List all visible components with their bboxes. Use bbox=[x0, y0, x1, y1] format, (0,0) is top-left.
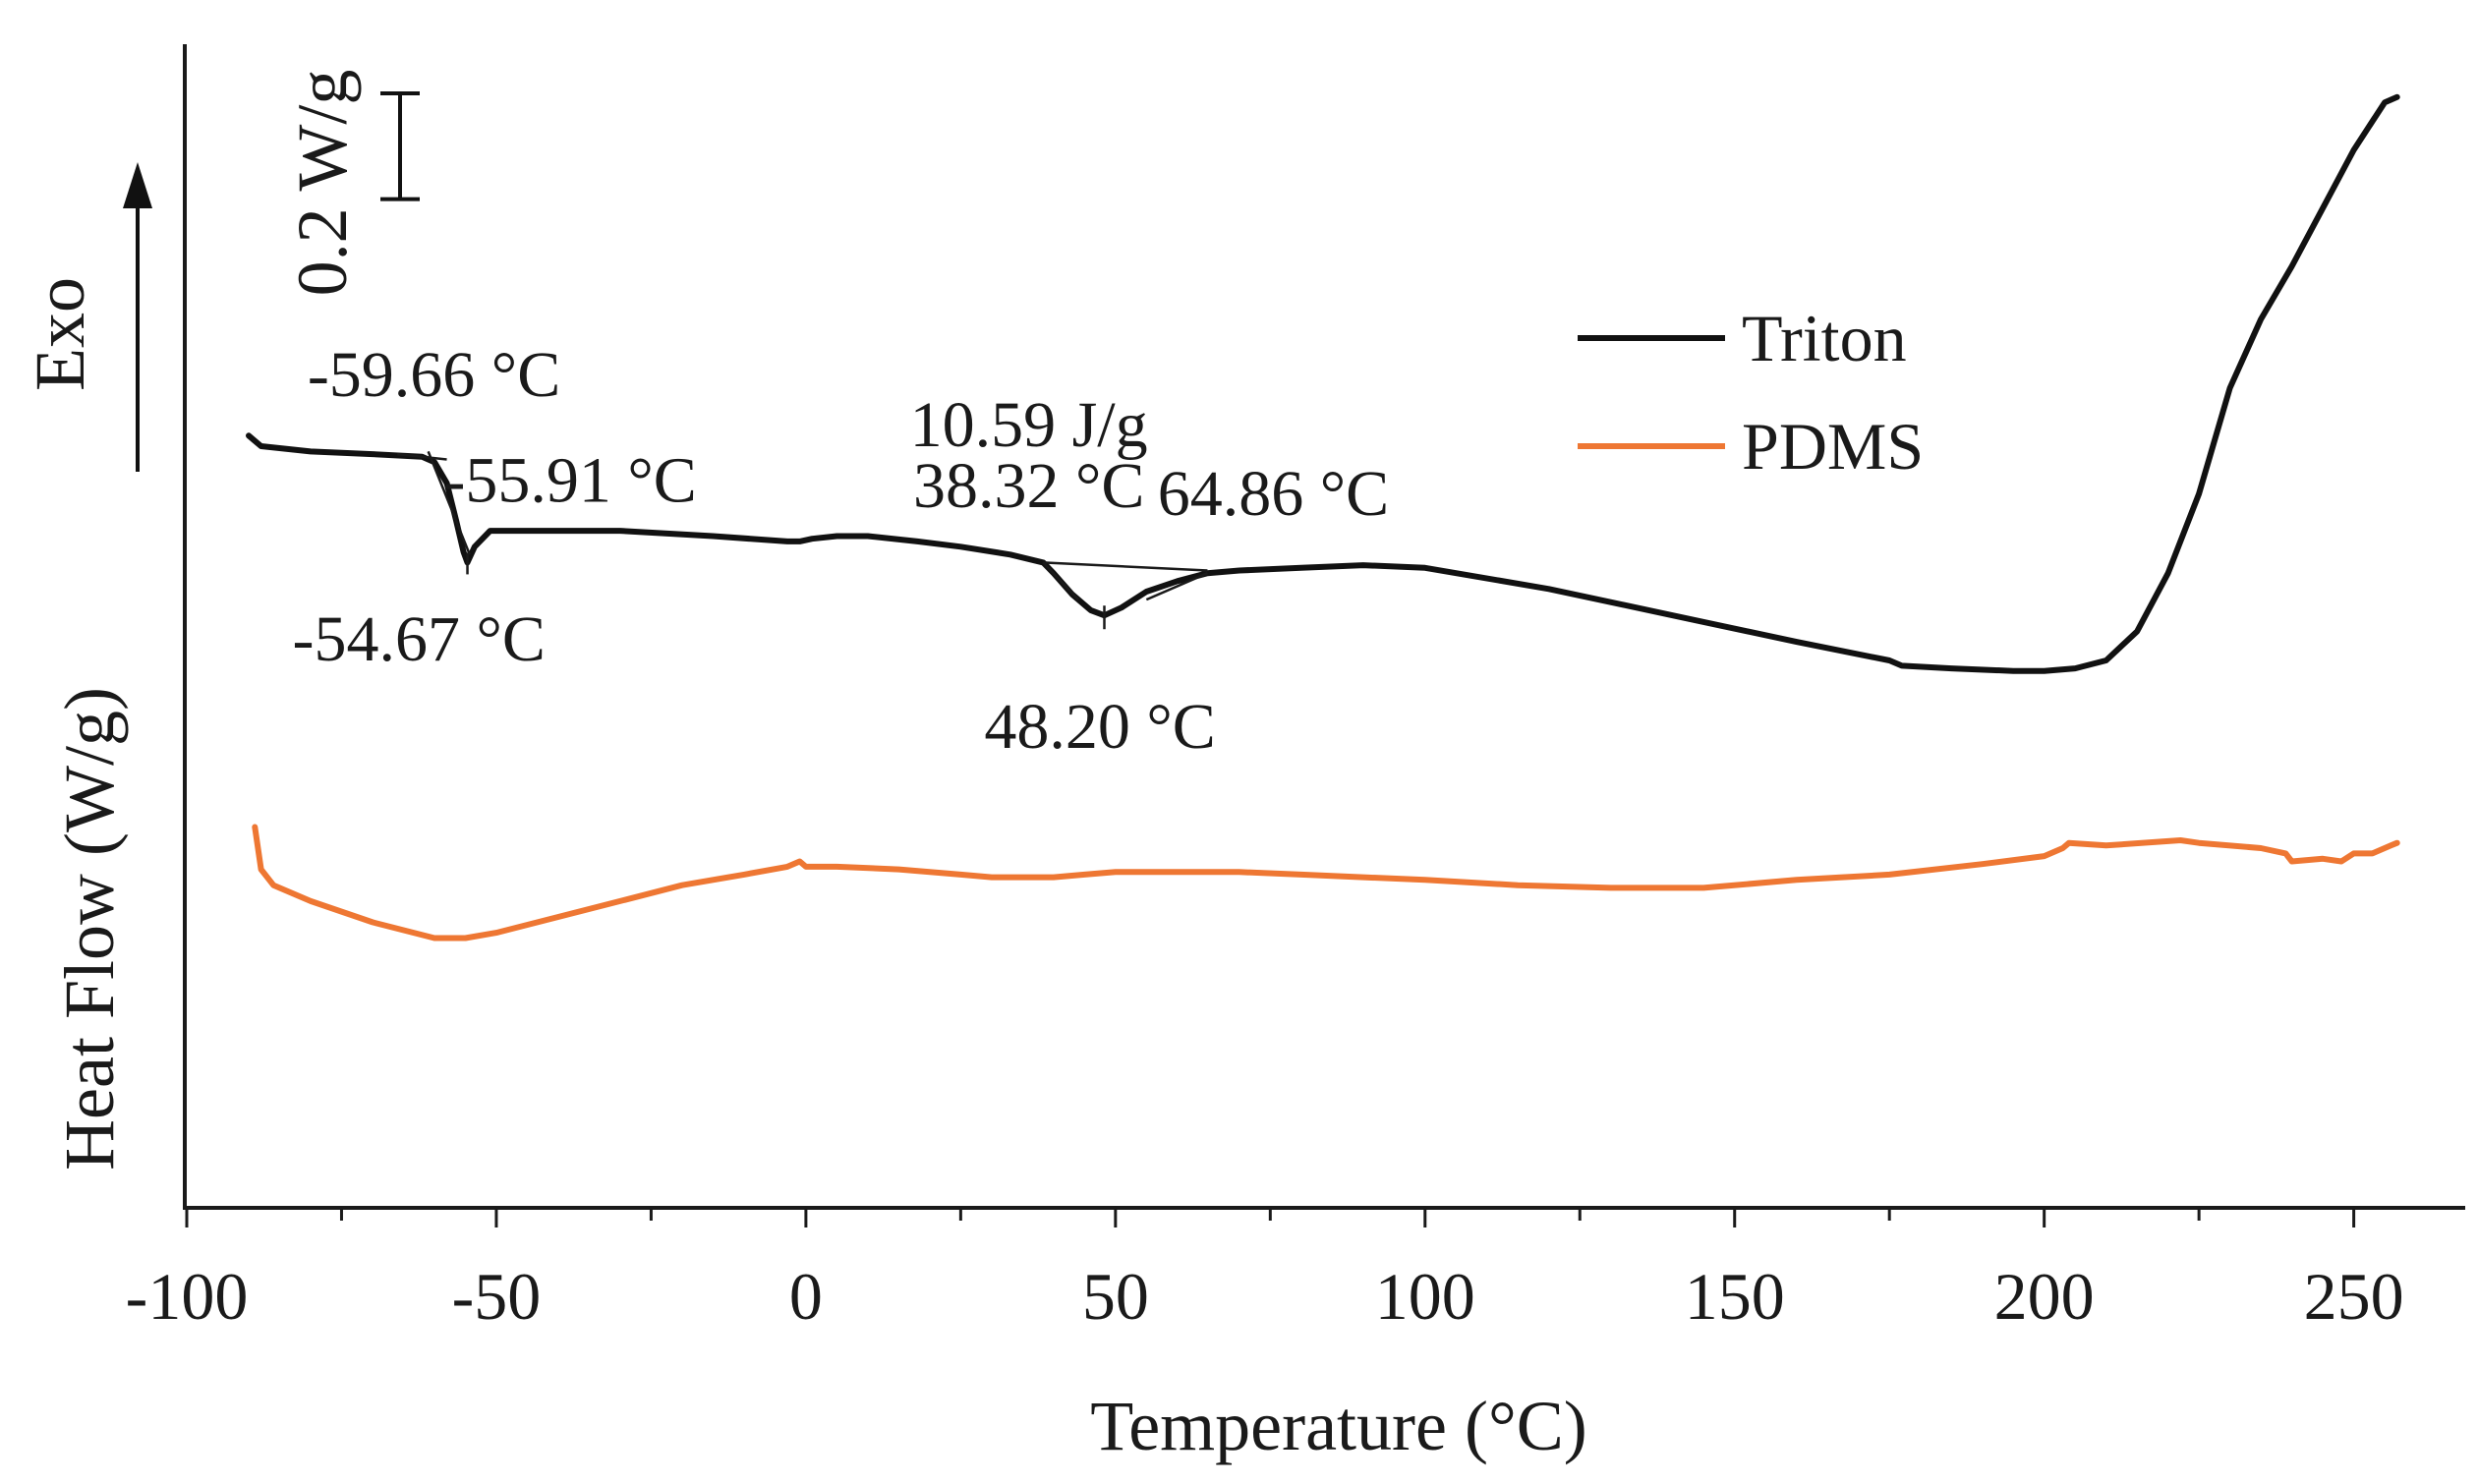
scale-bar-label: 0.2 W/g bbox=[283, 70, 362, 297]
annotation-label: -59.66 °C bbox=[308, 339, 560, 411]
series-line-pdms bbox=[252, 824, 2400, 942]
series-line-triton bbox=[246, 93, 2400, 674]
tg-baseline-tangent bbox=[397, 452, 447, 461]
annotations: -59.66 °C -55.91 °C -54.67 °C 10.59 J/g38.3… bbox=[293, 339, 1390, 763]
annotation-label: 38.32 °C bbox=[913, 450, 1144, 522]
x-tick-label: 200 bbox=[1994, 1259, 2095, 1334]
legend: Triton PDMS bbox=[1578, 301, 1924, 484]
x-tick-label: -100 bbox=[126, 1259, 249, 1334]
legend-label-triton: Triton bbox=[1742, 301, 1907, 375]
x-tick-label: 50 bbox=[1082, 1259, 1149, 1334]
tg-slope-tangent bbox=[427, 450, 472, 555]
annotation-label: -55.91 °C bbox=[443, 445, 696, 517]
x-tick-label: 150 bbox=[1685, 1259, 1785, 1334]
melt-onset-tangent bbox=[1042, 561, 1079, 600]
construction-lines bbox=[397, 450, 1208, 630]
exo-label: Exo bbox=[21, 277, 99, 391]
annotation-label: 64.86 °C bbox=[1158, 458, 1389, 530]
annotation-label: 48.20 °C bbox=[984, 691, 1215, 763]
exo-arrow-head bbox=[123, 162, 152, 208]
x-tick-label: -50 bbox=[452, 1259, 542, 1334]
legend-label-pdms: PDMS bbox=[1742, 409, 1924, 484]
annotation-label: 10.59 J/g bbox=[910, 389, 1148, 461]
melt-end-tangent bbox=[1145, 572, 1208, 601]
annotation-label: -54.67 °C bbox=[293, 603, 546, 675]
x-axis-title: Temperature (°C) bbox=[1090, 1387, 1587, 1465]
x-tick-label: 0 bbox=[789, 1259, 823, 1334]
scale-bar bbox=[380, 91, 420, 201]
x-tick-label: 100 bbox=[1375, 1259, 1475, 1334]
x-tick-label: 250 bbox=[2304, 1259, 2404, 1334]
y-axis-title: Heat Flow (W/g) bbox=[50, 687, 129, 1170]
melt-baseline bbox=[1043, 561, 1208, 572]
x-ticks: -100 -50 0 50 100 150 200 250 bbox=[126, 1208, 2404, 1334]
